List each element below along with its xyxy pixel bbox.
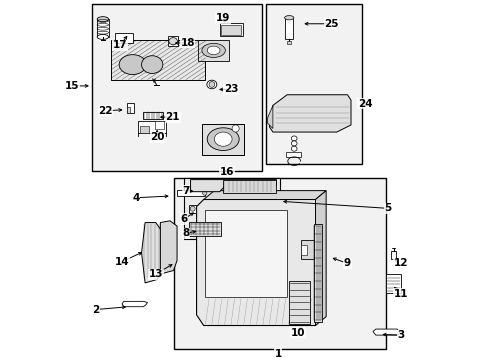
Bar	[168, 36, 178, 46]
Ellipse shape	[97, 17, 108, 22]
Bar	[386, 274, 400, 293]
Bar	[97, 19, 108, 37]
Bar	[288, 281, 309, 324]
Polygon shape	[160, 221, 177, 274]
Text: 14: 14	[115, 257, 129, 267]
Ellipse shape	[119, 55, 146, 75]
Bar	[140, 126, 148, 133]
Bar	[301, 244, 306, 255]
Text: 23: 23	[224, 85, 238, 94]
Text: 19: 19	[216, 13, 230, 23]
Bar	[155, 121, 163, 129]
Bar	[221, 25, 241, 35]
Bar	[115, 33, 132, 42]
Text: 25: 25	[324, 19, 338, 29]
Bar	[189, 222, 220, 236]
Ellipse shape	[291, 141, 296, 146]
Text: 20: 20	[150, 132, 164, 142]
Bar	[111, 40, 205, 80]
Text: 1: 1	[274, 349, 281, 359]
Bar	[126, 103, 134, 113]
Bar	[285, 18, 292, 39]
Polygon shape	[203, 190, 325, 199]
Polygon shape	[372, 329, 399, 335]
Ellipse shape	[207, 128, 239, 150]
Bar	[265, 4, 361, 164]
Polygon shape	[141, 222, 162, 283]
Ellipse shape	[214, 132, 232, 146]
Polygon shape	[269, 95, 350, 132]
Text: 9: 9	[343, 258, 350, 269]
Bar	[177, 190, 205, 195]
Ellipse shape	[232, 125, 239, 132]
Ellipse shape	[202, 191, 206, 195]
Text: 3: 3	[396, 330, 404, 340]
Text: 10: 10	[290, 328, 305, 338]
Ellipse shape	[202, 43, 225, 58]
Text: 15: 15	[65, 81, 80, 91]
Text: 17: 17	[113, 40, 127, 50]
Text: 6: 6	[180, 214, 187, 224]
Text: 16: 16	[219, 167, 234, 177]
Text: 2: 2	[92, 305, 99, 315]
Bar	[300, 240, 313, 259]
Text: 18: 18	[180, 37, 195, 48]
Bar	[205, 210, 286, 297]
Ellipse shape	[291, 136, 296, 141]
Text: 13: 13	[148, 269, 163, 279]
Bar	[390, 251, 396, 259]
Ellipse shape	[208, 82, 214, 87]
Text: 22: 22	[98, 106, 112, 116]
Ellipse shape	[207, 46, 220, 55]
Bar	[142, 112, 163, 118]
Ellipse shape	[168, 37, 177, 45]
Text: 12: 12	[393, 258, 407, 269]
Bar	[138, 121, 166, 133]
Text: 11: 11	[393, 289, 407, 298]
Bar	[202, 123, 244, 156]
Bar	[173, 178, 386, 348]
Text: 7: 7	[182, 186, 189, 195]
Polygon shape	[190, 180, 276, 192]
Ellipse shape	[291, 146, 296, 151]
Text: 8: 8	[182, 228, 189, 238]
Polygon shape	[219, 23, 242, 36]
Ellipse shape	[206, 80, 216, 89]
Ellipse shape	[141, 56, 163, 73]
Bar	[189, 205, 196, 213]
Polygon shape	[267, 105, 272, 129]
Ellipse shape	[97, 35, 108, 39]
Text: 24: 24	[357, 99, 372, 109]
Polygon shape	[122, 301, 147, 307]
Polygon shape	[196, 199, 322, 325]
Bar	[223, 180, 275, 193]
Bar	[287, 41, 290, 44]
Bar	[126, 107, 130, 113]
Ellipse shape	[190, 206, 195, 211]
Text: 4: 4	[132, 193, 140, 203]
Text: 5: 5	[384, 203, 391, 213]
Ellipse shape	[284, 15, 293, 20]
Polygon shape	[315, 190, 325, 325]
Text: 21: 21	[165, 112, 180, 122]
Bar	[286, 152, 300, 157]
Bar	[198, 40, 228, 61]
Bar	[92, 4, 262, 171]
Bar	[313, 224, 321, 322]
Bar	[184, 178, 280, 239]
